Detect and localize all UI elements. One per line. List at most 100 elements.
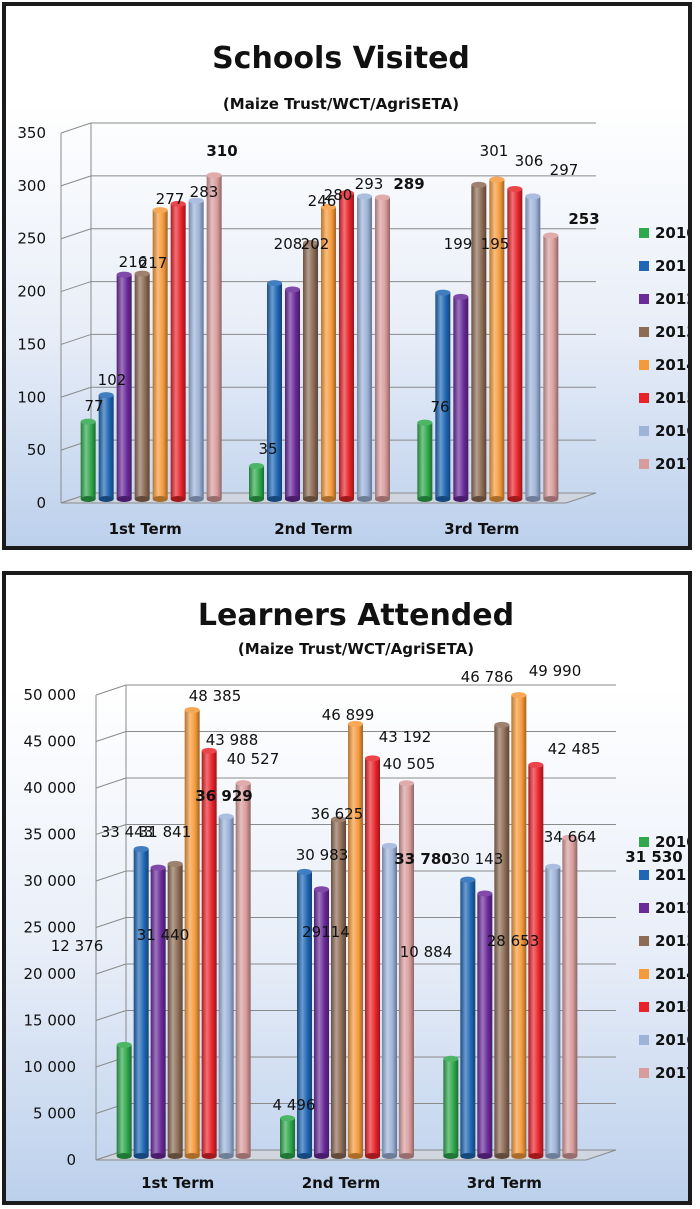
bar-2016-1 xyxy=(188,197,204,502)
bar-cap xyxy=(201,747,217,754)
data-label-2013-2: 36 625 xyxy=(311,805,364,823)
bar-2016-2 xyxy=(382,842,397,1159)
bar-cap xyxy=(453,293,469,300)
bar-2013-2 xyxy=(331,816,346,1159)
bar-2013-1 xyxy=(167,860,183,1159)
bar-2012-1 xyxy=(116,271,132,502)
bar-cap xyxy=(348,720,363,727)
bar-2011-3 xyxy=(460,876,476,1159)
bar-body xyxy=(365,758,380,1156)
bar-2015-3 xyxy=(507,186,523,502)
gridline-depth xyxy=(95,1010,127,1021)
legend-swatch-2014 xyxy=(639,969,649,979)
data-label-2011-1: 102 xyxy=(98,371,127,389)
data-label-2013-1: 217 xyxy=(139,254,168,272)
bar-base xyxy=(188,496,204,502)
bar-base xyxy=(382,1153,397,1159)
legend-label-2017: 2017 xyxy=(655,455,688,473)
bar-cap xyxy=(170,200,186,207)
data-label-2010-2: 35 xyxy=(258,440,277,458)
bar-body xyxy=(150,867,166,1156)
bar-base xyxy=(562,1153,578,1159)
bar-cap xyxy=(188,197,204,204)
bar-cap xyxy=(477,890,493,897)
bar-base xyxy=(453,496,469,502)
data-label-2010-2: 4 496 xyxy=(273,1096,316,1114)
bar-cap xyxy=(218,813,234,820)
bar-base xyxy=(375,496,390,502)
bar-cap xyxy=(206,172,222,179)
data-label-2012-1: 216 xyxy=(119,253,148,271)
bar-cap xyxy=(150,864,166,871)
bar-base xyxy=(314,1153,329,1159)
bar-2010-2 xyxy=(280,1115,295,1159)
category-label: 3rd Term xyxy=(467,1174,542,1192)
bar-body xyxy=(507,189,523,499)
gridline-depth xyxy=(60,228,92,240)
bar-2012-2 xyxy=(285,286,300,502)
bar-base xyxy=(339,496,354,502)
legend-label-2011: 2011 xyxy=(655,257,688,275)
data-label-2016-2: 293 xyxy=(355,175,384,193)
bar-body xyxy=(201,750,217,1156)
bar-body xyxy=(267,283,282,499)
y-tick-label: 35 000 xyxy=(24,826,77,844)
bar-body xyxy=(285,289,300,499)
bar-2016-1 xyxy=(218,813,234,1159)
chart-title: Learners Attended xyxy=(198,598,514,633)
y-tick-label: 250 xyxy=(17,230,46,248)
y-tick-label: 15 000 xyxy=(24,1012,77,1030)
data-label-2017-1: 40 527 xyxy=(227,750,280,768)
legend-swatch-2011 xyxy=(639,261,649,271)
bar-2015-3 xyxy=(528,761,544,1159)
bar-base xyxy=(417,496,433,502)
bar-base xyxy=(80,496,96,502)
legend-label-2015: 2015 xyxy=(655,998,688,1016)
bar-body xyxy=(511,695,527,1156)
bar-cap xyxy=(116,1041,132,1048)
bar-body xyxy=(80,421,96,499)
bar-body xyxy=(477,893,493,1156)
bar-base xyxy=(477,1153,493,1159)
data-label-2011-2: 208 xyxy=(274,235,303,253)
legend-label-2013: 2013 xyxy=(655,323,688,341)
bar-2012-2 xyxy=(314,886,329,1159)
bar-body xyxy=(188,200,204,499)
legend-label-2014: 2014 xyxy=(655,356,688,374)
bar-body xyxy=(528,764,544,1156)
y-tick-label: 0 xyxy=(36,494,46,512)
bar-cap xyxy=(98,392,114,399)
gridline-depth xyxy=(95,684,127,696)
legend-swatch-2012 xyxy=(639,903,649,913)
bar-body xyxy=(375,197,390,499)
data-label-2012-1: 31 440 xyxy=(137,926,190,944)
bar-base xyxy=(133,1153,149,1159)
y-tick-label: 30 000 xyxy=(24,872,77,890)
bar-2017-3 xyxy=(562,834,578,1159)
y-tick-label: 5 000 xyxy=(33,1105,76,1123)
bar-2017-2 xyxy=(399,780,414,1159)
y-tick-label: 200 xyxy=(17,283,46,301)
bar-body xyxy=(489,179,505,499)
bar-body xyxy=(249,466,264,499)
legend-swatch-2013 xyxy=(639,936,649,946)
legend-label-2013: 2013 xyxy=(655,932,688,950)
bar-cap xyxy=(134,270,150,277)
bar-2014-1 xyxy=(152,207,168,502)
bar-2012-1 xyxy=(150,864,166,1159)
legend-swatch-2011 xyxy=(639,870,649,880)
bar-body xyxy=(562,837,578,1156)
bar-cap xyxy=(375,194,390,201)
data-label-2016-3: 297 xyxy=(550,161,579,179)
bar-cap xyxy=(460,876,476,883)
data-label-2010-3: 76 xyxy=(430,398,449,416)
y-tick-label: 300 xyxy=(17,177,46,195)
bar-2010-1 xyxy=(116,1041,132,1159)
data-label-2012-3: 28 653 xyxy=(487,932,540,950)
y-tick-label: 20 000 xyxy=(24,965,77,983)
legend-swatch-2013 xyxy=(639,327,649,337)
schools-visited-chart-panel: Schools Visited (Maize Trust/WCT/AgriSETA… xyxy=(2,2,692,550)
bar-cap xyxy=(562,834,578,841)
bar-base xyxy=(116,496,132,502)
